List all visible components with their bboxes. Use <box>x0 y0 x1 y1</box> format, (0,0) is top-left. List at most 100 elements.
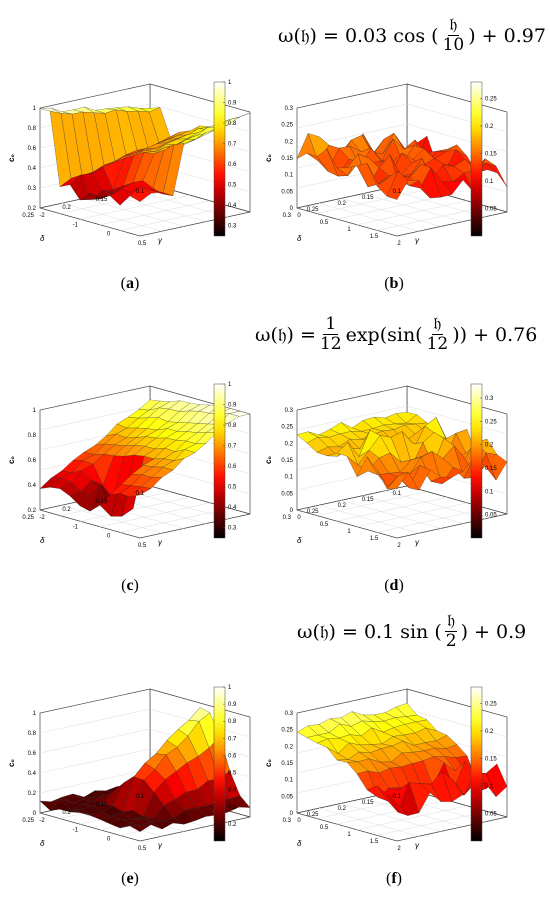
colorbar-tick-label: 0.8 <box>228 719 237 725</box>
z-tick-label: 0.2 <box>285 441 294 447</box>
y-tick-label: 0.25 <box>307 207 319 213</box>
x-tick-label: 0 <box>107 837 111 843</box>
colorbar <box>470 81 483 237</box>
z-tick-label: 1 <box>33 106 37 112</box>
y-axis-label: δ <box>297 536 302 545</box>
formula-1-fraction: 𝔥 10 <box>441 16 467 55</box>
colorbar-tick-label: 0.5 <box>228 771 237 777</box>
colorbar-tick-label: 0.1 <box>485 489 494 495</box>
y-axis-label: δ <box>40 536 45 545</box>
x-tick-label: 0.5 <box>320 220 329 226</box>
z-tick-label: 0.4 <box>28 166 37 172</box>
z-tick-label: 0.25 <box>281 123 293 129</box>
y-axis-label: δ <box>297 234 302 243</box>
x-tick-label: 1.5 <box>370 839 379 845</box>
colorbar-tick-label: 1 <box>228 382 232 388</box>
z-tick-label: 0.3 <box>28 186 37 192</box>
x-tick-label: 0 <box>107 232 111 238</box>
surface-chart-b: 00.050.10.150.20.250.30.10.150.20.250.3 0… <box>264 81 508 247</box>
y-tick-label: 0.3 <box>283 515 292 521</box>
colorbar-tick-label: 0.2 <box>485 729 494 735</box>
y-tick-label: 0.1 <box>136 189 145 195</box>
surface-chart-f: 00.050.10.150.20.250.30.10.150.20.250.3 0… <box>264 686 508 852</box>
colorbar-tick-label: 0.3 <box>485 396 494 402</box>
colorbar-tick-label: 0.05 <box>485 207 497 213</box>
colorbar-tick-label: 0.4 <box>228 505 237 511</box>
colorbar-tick-label: 0.7 <box>228 444 237 450</box>
y-tick-label: 0.2 <box>338 503 347 509</box>
surface-chart-e: 0 0.2 0.4 0.6 0.8 1 0.1 0.15 0.2 0.25 -2 -1 0 0.5 c₀ δ γ… <box>7 685 251 852</box>
colorbar-tick-label: 0.9 <box>228 101 237 107</box>
colorbar-tick-label: 0.9 <box>228 702 237 708</box>
z-tick-label: 0.3 <box>285 106 294 112</box>
y-axis-label: δ <box>297 839 302 848</box>
y-tick-label: 0.15 <box>96 802 108 808</box>
formula-1-lhs: ω(𝔥) = 0.03 cos ( <box>278 24 439 47</box>
colorbar-tick-label: 0.6 <box>228 162 237 168</box>
chart-panel-a: 0.2 0.3 0.4 0.6 0.8 1 0.1 0.15 0.2 0.25 -2 -1 0 0.5 c₀… <box>6 78 256 248</box>
colorbar-tick-label: 0.2 <box>485 443 494 449</box>
y-tick-label: 0.3 <box>283 818 292 824</box>
caption-a: (a) <box>120 275 140 292</box>
x-axis-label: γ <box>158 538 163 547</box>
colorbar-tick-label: 0.15 <box>485 152 497 158</box>
y-tick-label: 0.25 <box>22 818 34 824</box>
z-tick-label: 0.6 <box>28 146 37 152</box>
colorbar-tick-label: 1 <box>228 685 232 691</box>
z-tick-label: 0.2 <box>28 206 37 212</box>
y-tick-label: 0.2 <box>62 507 71 513</box>
colorbar-tick-label: 0.6 <box>228 753 237 759</box>
formula-3-lhs: ω(𝔥) = 0.1 sin ( <box>297 620 442 643</box>
y-tick-label: 0.1 <box>393 491 402 497</box>
colorbar <box>213 686 226 842</box>
formula-2-lhs: ω(𝔥) = <box>255 323 316 346</box>
x-axis-label: γ <box>415 841 420 850</box>
chart-panel-b: 0 0.05 0.1 0.15 0.2 0.25 0.3 0.1 0.15 0.2 0.25 0.3 0… <box>263 78 513 248</box>
z-tick-label: 0.6 <box>28 751 37 757</box>
surface-chart-a: 0.20.30.40.60.810.10.150.20.25 -2-100.5c₀… <box>7 80 251 247</box>
x-tick-label: 0.5 <box>320 825 329 831</box>
z-tick-label: 0.05 <box>281 491 293 497</box>
formula-3-rhs: ) + 0.9 <box>460 620 527 643</box>
x-axis-label: γ <box>158 841 163 850</box>
z-tick-label: 0.3 <box>285 408 294 414</box>
formula-2-mid: exp(sin( <box>345 323 423 346</box>
x-tick-label: 2 <box>397 846 401 852</box>
z-axis-label: c₀ <box>264 154 273 162</box>
formula-3-fraction: 𝔥 2 <box>444 612 459 651</box>
x-tick-label: -1 <box>73 827 79 833</box>
x-tick-label: 2 <box>397 543 401 549</box>
z-axis-label: c₀ <box>7 456 16 464</box>
z-tick-label: 0.1 <box>285 173 294 179</box>
caption-d: (d) <box>384 577 404 594</box>
z-tick-label: 0.4 <box>28 483 37 489</box>
z-tick-label: 0.05 <box>281 189 293 195</box>
z-tick-label: 0.8 <box>28 731 37 737</box>
surface-chart-d: 00.050.10.150.20.250.30.10.150.20.250.3 0… <box>264 383 508 549</box>
z-tick-label: 0.15 <box>281 761 293 767</box>
z-tick-label: 0.05 <box>281 794 293 800</box>
colorbar-tick-label: 0.25 <box>485 419 497 425</box>
x-tick-label: 1 <box>347 227 351 233</box>
z-tick-label: 0 <box>290 206 294 212</box>
formula-2-fraction-1: 1 12 <box>318 315 344 354</box>
x-tick-label: 1 <box>347 832 351 838</box>
formula-2-rhs: )) + 0.76 <box>452 323 538 346</box>
chart-panel-c: 0.2 0.4 0.6 0.8 1 0.1 0.15 0.2 0.25 -2 -1 0 0.5 c₀ δ γ 0… <box>6 380 256 550</box>
formula-2-denominator-1: 12 <box>319 333 342 354</box>
y-tick-label: 0.25 <box>307 509 319 515</box>
caption-c: (c) <box>121 577 139 594</box>
y-tick-label: 0.25 <box>307 812 319 818</box>
x-tick-label: -1 <box>73 222 79 228</box>
formula-2-numerator-2: 𝔥 <box>431 314 444 335</box>
y-tick-label: 0.15 <box>362 497 374 503</box>
caption-e: (e) <box>121 870 139 887</box>
y-tick-label: 0.3 <box>283 213 292 219</box>
y-tick-label: 0.1 <box>393 189 402 195</box>
colorbar-tick-label: 0.8 <box>228 121 237 127</box>
x-tick-label: 0.5 <box>138 543 147 549</box>
y-tick-label: 0.25 <box>22 515 34 521</box>
colorbar <box>470 686 483 842</box>
x-tick-label: -2 <box>39 818 45 824</box>
